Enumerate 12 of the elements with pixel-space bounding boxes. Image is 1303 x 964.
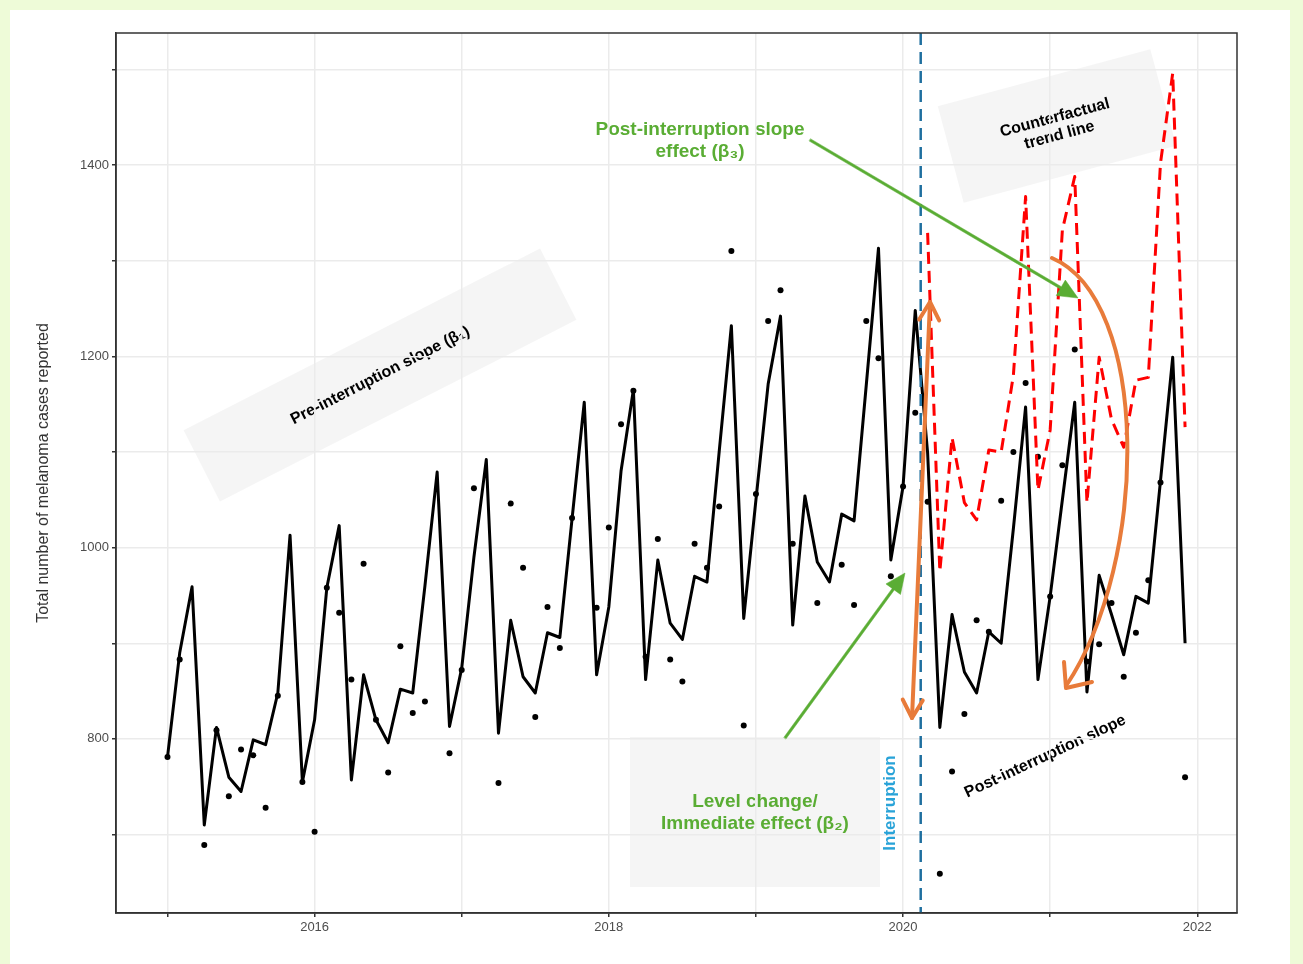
annotation: Post-interruption slope effect (β₃) (594, 118, 806, 162)
y-tick-label: 800 (87, 730, 109, 746)
x-tick-label: 2016 (300, 919, 330, 935)
ref-line-label: Interruption (880, 755, 900, 851)
x-tick-label: 2020 (888, 919, 918, 935)
y-tick-label: 1400 (80, 156, 109, 172)
x-tick-label: 2018 (594, 919, 624, 935)
y-axis-title: Total number of melanoma cases reported (34, 323, 52, 623)
note-card: Level change/ Immediate effect (β₂) (630, 737, 880, 887)
x-tick-label: 2022 (1182, 919, 1212, 935)
y-tick-label: 1200 (80, 347, 109, 363)
y-tick-label: 1000 (80, 539, 109, 555)
